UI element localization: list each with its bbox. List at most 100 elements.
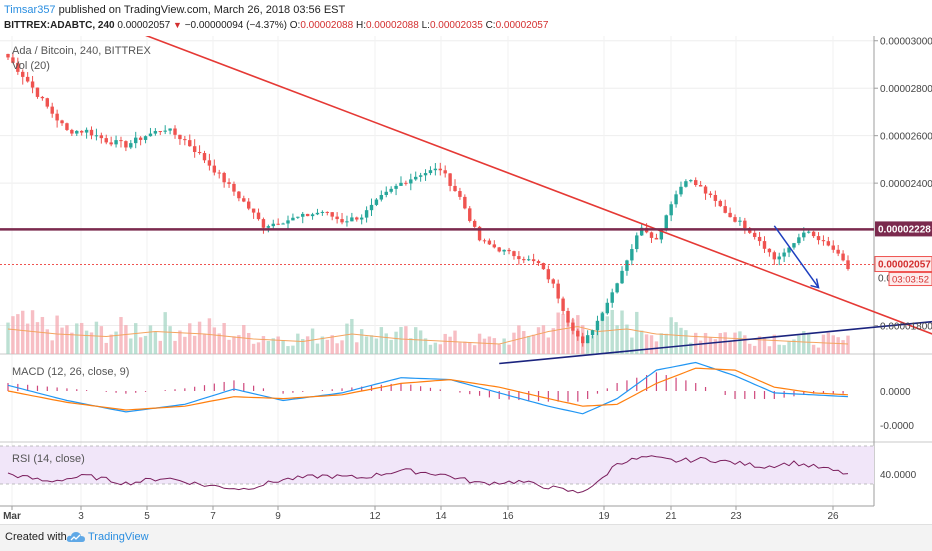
candle xyxy=(291,217,295,221)
volume-bar xyxy=(694,332,698,354)
volume-bar xyxy=(301,339,305,354)
candle xyxy=(148,133,153,137)
volume-bar xyxy=(374,338,379,354)
candle xyxy=(463,196,467,209)
x-tick-label: 5 xyxy=(144,511,150,522)
current-price-tag xyxy=(874,256,932,273)
volume-bar xyxy=(404,326,408,354)
price-change: −0.00000094 (−4.37%) xyxy=(184,20,287,31)
candle xyxy=(25,76,30,82)
candle xyxy=(35,87,40,97)
candle xyxy=(556,283,560,299)
volume-bar xyxy=(487,336,492,354)
candle xyxy=(55,113,59,121)
candle xyxy=(821,240,826,242)
macd-tick: 0.0000 xyxy=(880,387,911,398)
candle xyxy=(163,130,167,132)
candle xyxy=(782,252,786,257)
candle xyxy=(335,216,339,220)
candle xyxy=(237,191,241,199)
x-tick-label: 7 xyxy=(210,511,216,522)
volume-bar xyxy=(55,315,59,354)
volume-bar xyxy=(40,316,45,354)
candle xyxy=(428,170,433,174)
candle xyxy=(404,182,408,184)
volume-bar xyxy=(305,336,310,354)
candle xyxy=(79,130,84,133)
volume-bar xyxy=(207,318,212,354)
candle xyxy=(212,165,217,173)
volume-bar xyxy=(664,333,668,354)
volume-bar xyxy=(168,326,172,354)
candle xyxy=(104,138,108,143)
candle xyxy=(389,188,393,192)
volume-bar xyxy=(772,334,777,354)
candle xyxy=(124,141,128,148)
volume-bar xyxy=(477,333,482,354)
candle xyxy=(438,168,442,171)
tradingview-cloud-icon xyxy=(66,532,85,542)
candle xyxy=(635,235,639,250)
volume-bar xyxy=(399,326,403,354)
volume-bar xyxy=(153,331,158,354)
volume-bar xyxy=(551,328,555,354)
candle xyxy=(797,237,801,244)
candle xyxy=(541,263,546,270)
uptrend-line xyxy=(499,320,932,365)
volume-bar xyxy=(492,338,497,354)
volume-bar xyxy=(669,317,673,354)
price-chart[interactable]: 0.00003000 0.00002800 0.00002600 0.00002400… xyxy=(0,36,932,524)
candle xyxy=(364,210,369,218)
volume-bar xyxy=(556,312,560,354)
volume-bar xyxy=(192,335,197,354)
resistance-price-label: 0.00002228 xyxy=(878,224,931,235)
candle xyxy=(266,226,271,228)
candle xyxy=(242,198,246,202)
x-tick-label: 21 xyxy=(665,511,677,522)
candle xyxy=(762,241,767,249)
candle xyxy=(757,236,762,242)
author-link[interactable]: Timsar357 xyxy=(4,4,56,16)
candle xyxy=(718,200,722,207)
candle xyxy=(296,216,300,218)
candle xyxy=(472,220,477,227)
x-tick-label: 3 xyxy=(78,511,84,522)
candle xyxy=(129,143,133,148)
rsi-label: RSI (14, close) xyxy=(12,453,85,465)
projection-arrow xyxy=(773,225,820,288)
candle xyxy=(605,302,610,314)
volume-bar xyxy=(566,320,570,354)
volume-bar xyxy=(379,327,384,354)
candle xyxy=(453,185,457,192)
volume-bar xyxy=(325,339,330,354)
volume-bar xyxy=(816,347,821,354)
volume-bar xyxy=(291,345,295,354)
volume-bar xyxy=(345,323,349,354)
volume-bar xyxy=(472,345,477,354)
volume-bar xyxy=(84,330,89,354)
volume-bar xyxy=(75,323,79,354)
candle xyxy=(674,194,678,205)
candle xyxy=(684,181,688,187)
candle xyxy=(178,134,182,140)
down-arrow-icon: ▼ xyxy=(172,20,182,30)
candle xyxy=(202,153,207,161)
tradingview-brand[interactable]: TradingView xyxy=(88,531,149,543)
volume-bar xyxy=(536,327,541,354)
candle xyxy=(826,241,831,246)
candle xyxy=(109,142,113,145)
candle xyxy=(811,231,816,237)
candle xyxy=(325,211,330,213)
volume-bar xyxy=(251,343,256,354)
high-value: 0.00002088 xyxy=(365,20,419,31)
candle xyxy=(168,128,172,131)
volume-bar xyxy=(276,336,280,354)
candle xyxy=(752,232,757,237)
volume-bar xyxy=(743,335,747,354)
candle xyxy=(816,236,821,241)
candle xyxy=(384,191,388,196)
volume-bar xyxy=(178,330,182,354)
volume-bar xyxy=(738,331,742,354)
volume-bar xyxy=(335,343,339,354)
volume-bar xyxy=(232,336,236,354)
